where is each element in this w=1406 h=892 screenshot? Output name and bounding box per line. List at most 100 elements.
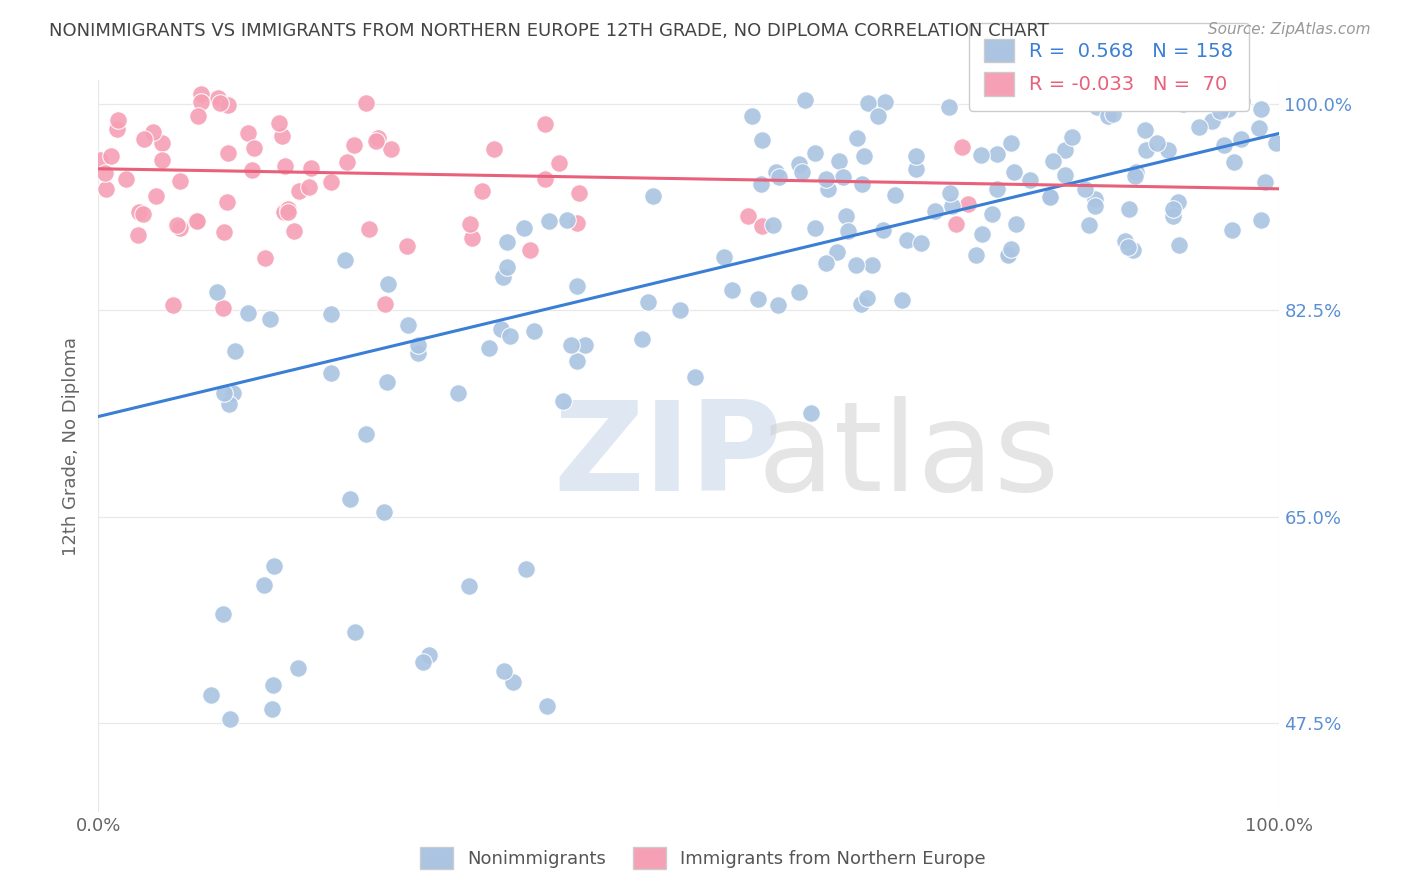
Point — [749, 177, 772, 191]
Point — [1209, 104, 1232, 119]
Point — [905, 162, 928, 177]
Point — [1212, 137, 1234, 152]
Point — [1247, 121, 1270, 136]
Point — [458, 218, 481, 232]
Point — [555, 213, 578, 227]
Point — [1167, 238, 1189, 252]
Point — [494, 665, 516, 679]
Point — [817, 182, 839, 196]
Point — [214, 225, 236, 239]
Point — [375, 376, 398, 390]
Point — [283, 224, 305, 238]
Point — [243, 141, 266, 155]
Point — [336, 154, 359, 169]
Point — [274, 159, 297, 173]
Text: NONIMMIGRANTS VS IMMIGRANTS FROM NORTHERN EUROPE 12TH GRADE, NO DIPLOMA CORRELAT: NONIMMIGRANTS VS IMMIGRANTS FROM NORTHER… — [49, 22, 1049, 40]
Point — [1250, 212, 1272, 227]
Point — [214, 386, 236, 401]
Point — [568, 186, 591, 200]
Point — [1188, 120, 1211, 134]
Point — [835, 209, 858, 223]
Point — [970, 227, 993, 241]
Point — [1123, 169, 1146, 184]
Point — [523, 324, 546, 338]
Point — [1171, 97, 1194, 112]
Point — [515, 561, 537, 575]
Point — [1118, 202, 1140, 216]
Point — [685, 369, 707, 384]
Point — [262, 701, 284, 715]
Point — [218, 397, 240, 411]
Point — [200, 688, 222, 702]
Text: ZIP: ZIP — [553, 396, 782, 517]
Point — [669, 302, 692, 317]
Point — [380, 142, 402, 156]
Point — [631, 332, 654, 346]
Point — [224, 343, 246, 358]
Point — [1084, 192, 1107, 206]
Point — [997, 248, 1019, 262]
Point — [1135, 123, 1157, 137]
Point — [288, 184, 311, 198]
Point — [998, 247, 1021, 261]
Point — [212, 607, 235, 622]
Point — [373, 505, 395, 519]
Point — [287, 661, 309, 675]
Point — [1146, 136, 1168, 150]
Point — [236, 127, 259, 141]
Point — [637, 294, 659, 309]
Point — [496, 235, 519, 249]
Point — [950, 140, 973, 154]
Point — [751, 219, 773, 233]
Point — [190, 95, 212, 109]
Point — [205, 285, 228, 299]
Point — [478, 341, 501, 355]
Point — [240, 163, 263, 178]
Point — [969, 147, 991, 161]
Point — [446, 386, 468, 401]
Point — [150, 153, 173, 167]
Point — [491, 322, 513, 336]
Point — [828, 154, 851, 169]
Point — [1250, 102, 1272, 116]
Point — [537, 214, 560, 228]
Point — [395, 239, 418, 253]
Point — [150, 136, 173, 151]
Point — [534, 171, 557, 186]
Point — [845, 258, 868, 272]
Point — [277, 202, 299, 216]
Point — [492, 270, 515, 285]
Point — [741, 110, 763, 124]
Point — [412, 656, 434, 670]
Point — [319, 307, 342, 321]
Point — [217, 194, 239, 209]
Point — [207, 91, 229, 105]
Point — [1230, 94, 1253, 108]
Point — [96, 181, 118, 195]
Point — [263, 558, 285, 573]
Point — [169, 221, 191, 235]
Point — [277, 205, 299, 219]
Point — [100, 149, 122, 163]
Point — [461, 230, 484, 244]
Point — [762, 219, 785, 233]
Point — [1230, 132, 1253, 146]
Point — [938, 100, 960, 114]
Point — [875, 95, 897, 109]
Point — [366, 134, 388, 148]
Point — [128, 205, 150, 219]
Point — [721, 284, 744, 298]
Point — [1116, 239, 1139, 253]
Point — [981, 206, 1004, 220]
Point — [787, 156, 810, 170]
Point — [910, 235, 932, 250]
Point — [904, 149, 927, 163]
Point — [845, 131, 868, 145]
Point — [868, 109, 890, 123]
Point — [560, 338, 582, 352]
Point — [896, 233, 918, 247]
Point — [519, 243, 541, 257]
Point — [1114, 234, 1136, 248]
Point — [1000, 136, 1022, 150]
Point — [89, 153, 111, 168]
